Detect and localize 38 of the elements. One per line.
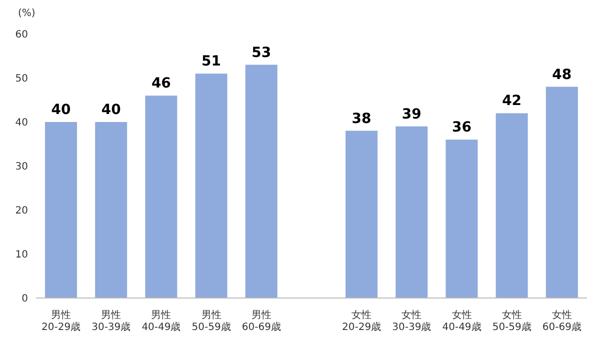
data-label: 46 bbox=[151, 76, 171, 92]
y-tick-label: 40 bbox=[15, 118, 28, 129]
bar bbox=[245, 64, 278, 298]
bar bbox=[195, 74, 228, 298]
x-tick-label: 女性40-49歳 bbox=[442, 309, 482, 333]
y-tick-label: 20 bbox=[15, 206, 28, 217]
bar bbox=[396, 126, 428, 298]
x-tick-label: 女性20-29歳 bbox=[342, 309, 382, 333]
bar bbox=[546, 86, 578, 298]
data-label: 40 bbox=[101, 102, 122, 118]
data-label: 48 bbox=[552, 66, 572, 83]
x-tick-label: 男性50-59歳 bbox=[192, 309, 231, 333]
y-tick-label: 30 bbox=[15, 162, 28, 173]
bar bbox=[95, 122, 128, 298]
x-tick-label: 男性40-49歳 bbox=[142, 309, 181, 333]
x-tick-label: 男性60-69歳 bbox=[242, 309, 281, 333]
bar bbox=[45, 122, 77, 298]
x-tick-label: 女性60-69歳 bbox=[542, 309, 582, 333]
data-label: 53 bbox=[252, 44, 272, 61]
y-tick-label: 10 bbox=[15, 250, 28, 261]
data-label: 36 bbox=[452, 120, 472, 136]
x-tick-label: 女性50-59歳 bbox=[492, 309, 532, 333]
y-axis-title: (%) bbox=[18, 8, 36, 19]
x-tick-label: 男性20-29歳 bbox=[42, 309, 81, 333]
data-label: 38 bbox=[352, 110, 372, 127]
y-tick-label: 0 bbox=[22, 294, 28, 305]
bar bbox=[346, 130, 378, 298]
data-label: 51 bbox=[202, 54, 222, 70]
bar bbox=[446, 140, 478, 298]
x-tick-label: 男性30-39歳 bbox=[92, 309, 131, 333]
data-label: 39 bbox=[402, 106, 422, 122]
data-label: 42 bbox=[502, 93, 522, 110]
y-tick-label: 50 bbox=[15, 74, 28, 85]
y-tick-label: 60 bbox=[15, 30, 28, 41]
bar bbox=[496, 113, 528, 298]
data-label: 40 bbox=[51, 102, 71, 118]
bar bbox=[145, 96, 178, 298]
x-tick-label: 女性30-39歳 bbox=[392, 309, 432, 333]
